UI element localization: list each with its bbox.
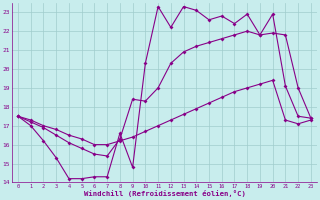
X-axis label: Windchill (Refroidissement éolien,°C): Windchill (Refroidissement éolien,°C) <box>84 190 245 197</box>
